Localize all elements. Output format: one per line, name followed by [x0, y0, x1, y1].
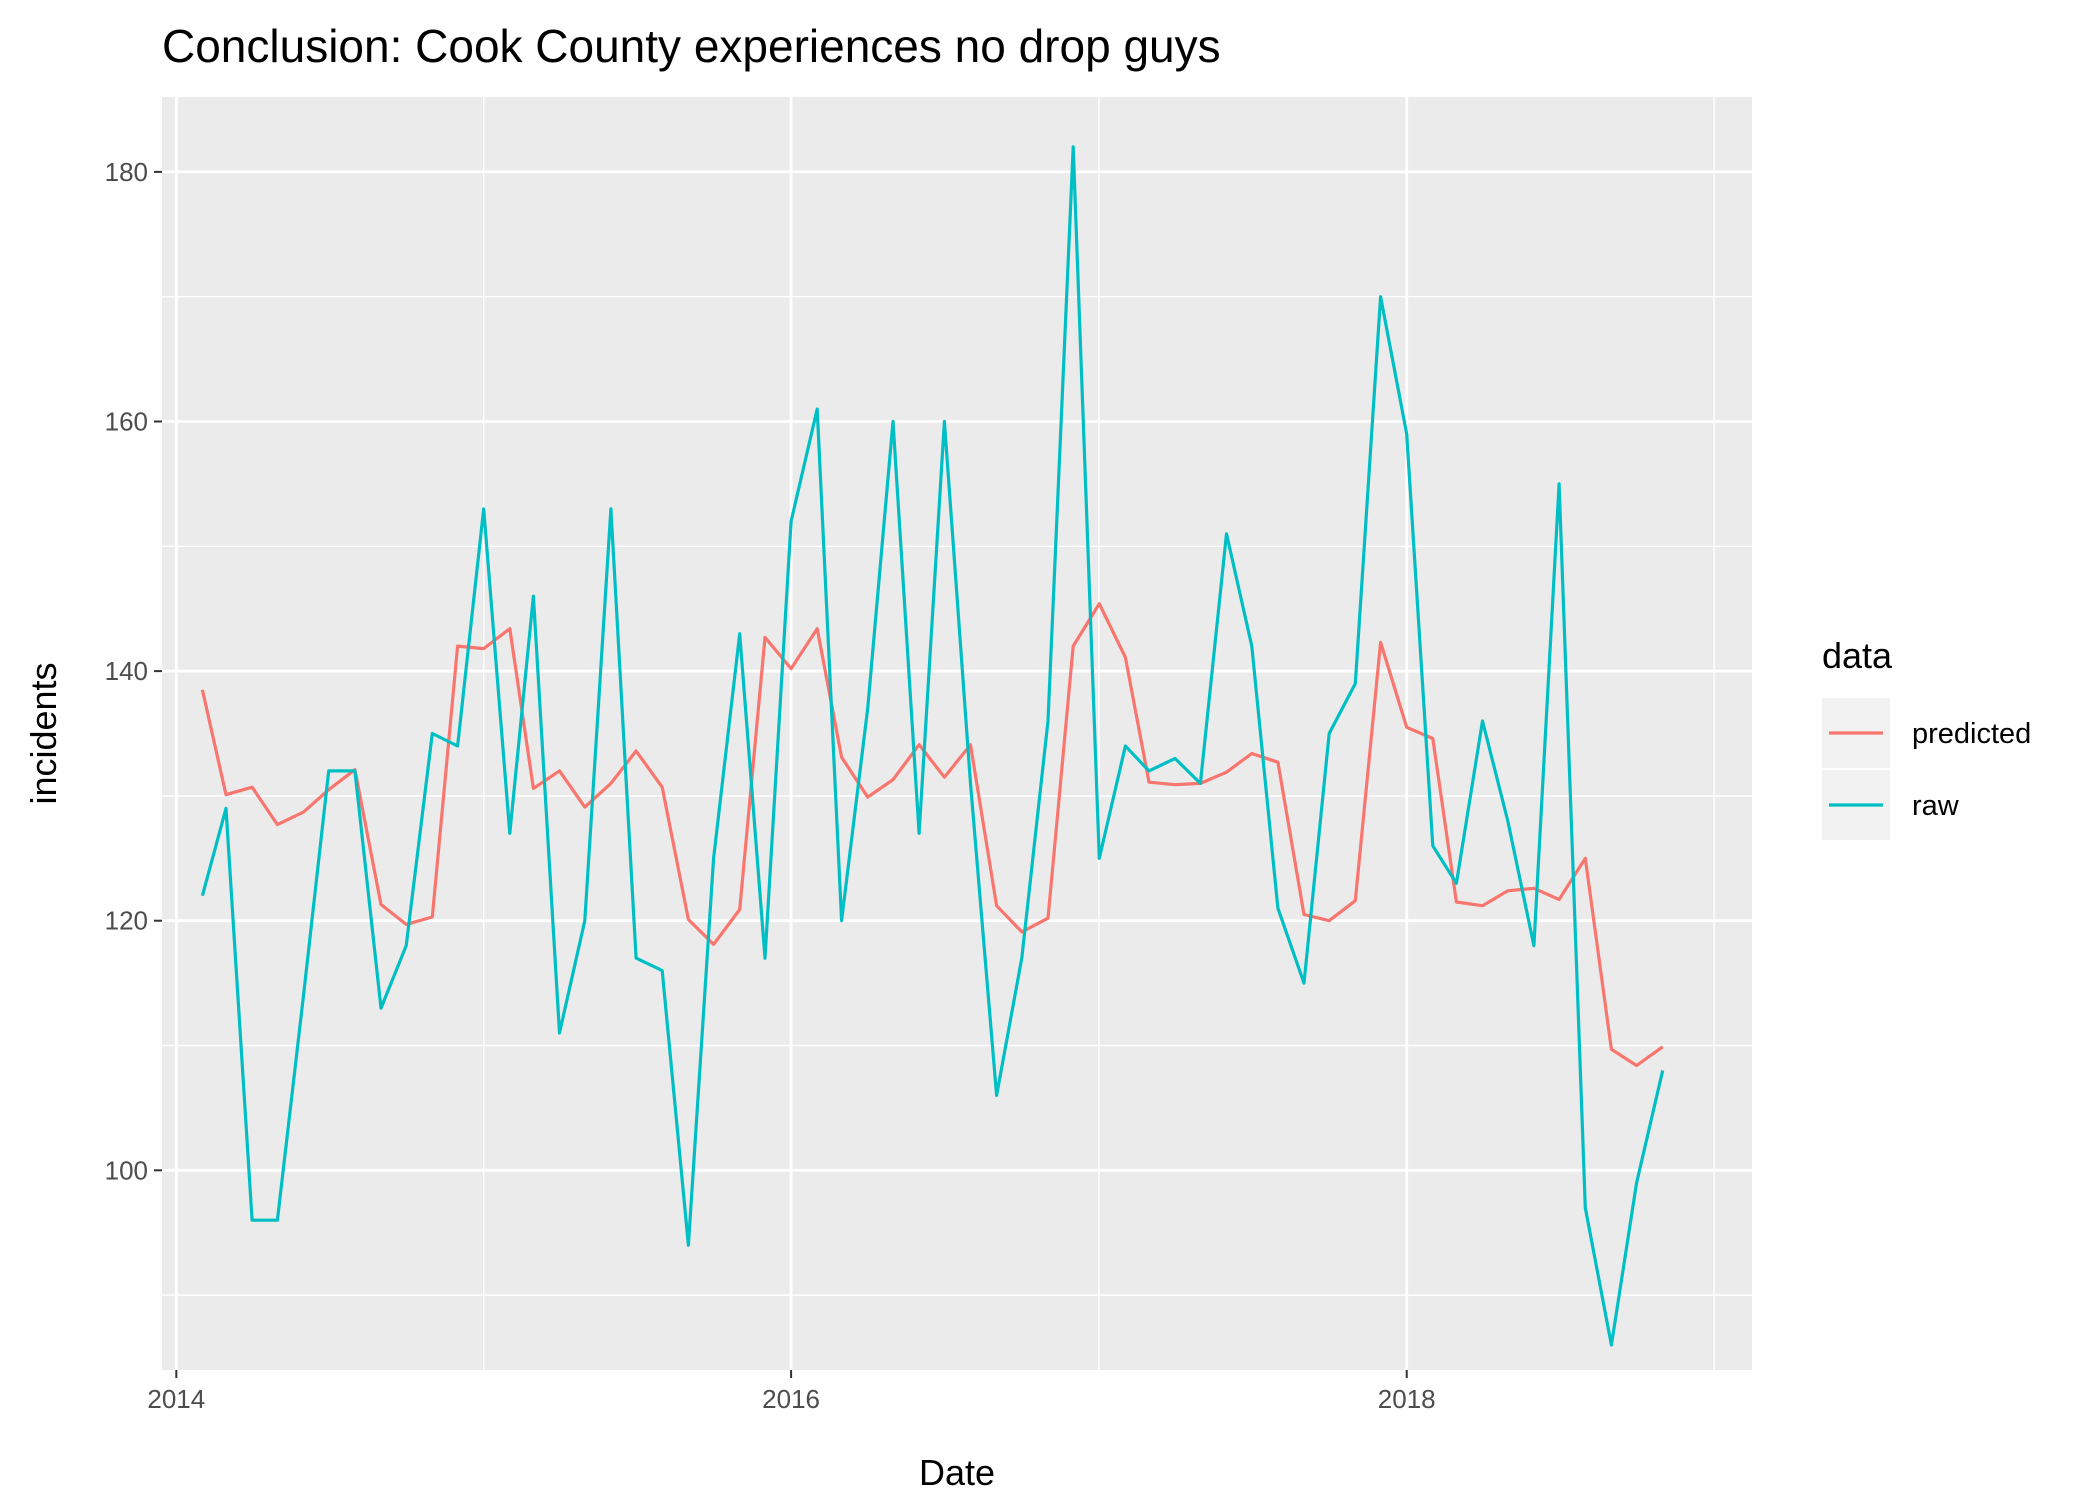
legend-items: predicted raw [1822, 698, 2031, 840]
legend-label: predicted [1912, 718, 2031, 750]
legend: data predicted raw [1822, 635, 2031, 840]
x-axis-title: Date [919, 1452, 995, 1493]
minor-gridlines [162, 97, 1752, 1370]
legend-item-predicted: predicted [1822, 698, 2031, 768]
x-axis: 2014 2016 2018 [147, 1370, 1436, 1414]
series-line-raw [200, 145, 1665, 1347]
y-tick-label: 120 [105, 906, 148, 936]
chart-title: Conclusion: Cook County experiences no d… [162, 20, 1221, 72]
y-tick-label: 140 [105, 656, 148, 686]
major-gridlines [162, 97, 1752, 1370]
y-tick-label: 180 [105, 157, 148, 187]
y-tick-label: 100 [105, 1155, 148, 1185]
legend-label: raw [1912, 790, 1960, 822]
x-tick-label: 2014 [147, 1384, 205, 1414]
y-tick-label: 160 [105, 406, 148, 436]
y-axis: 100 120 140 160 180 [105, 157, 162, 1185]
x-tick-label: 2016 [762, 1384, 820, 1414]
legend-item-raw: raw [1822, 770, 1960, 840]
plot-panel [162, 97, 1752, 1370]
x-tick-label: 2018 [1378, 1384, 1436, 1414]
series-line-predicted [200, 602, 1664, 1068]
y-axis-title: incidents [23, 662, 64, 804]
series-lines [200, 145, 1665, 1347]
legend-title: data [1822, 635, 1893, 676]
